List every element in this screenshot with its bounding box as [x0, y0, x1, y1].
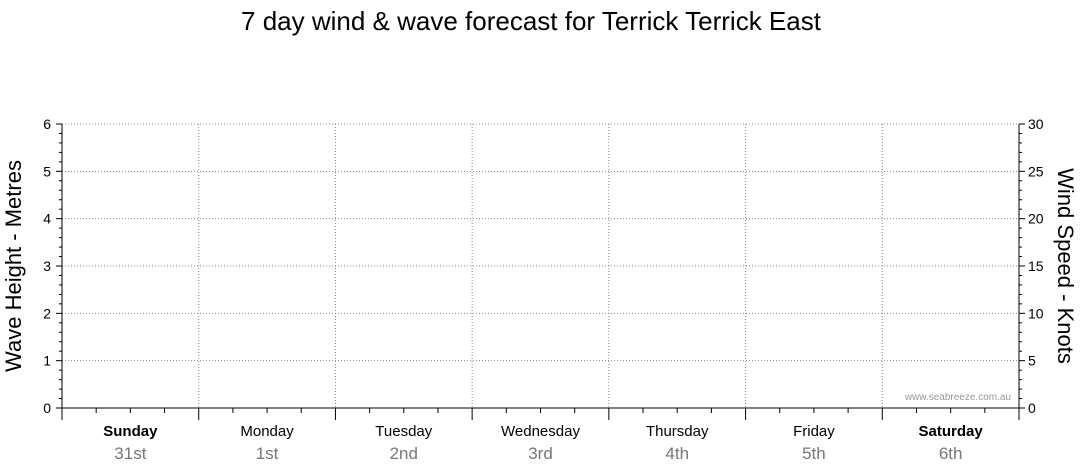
day-name-label: Thursday [646, 423, 709, 440]
day-date-label: 3rd [528, 444, 553, 463]
day-name-label: Friday [793, 423, 835, 440]
y-left-axis-label: Wave Height - Metres [1, 160, 26, 372]
right-tick-label: 15 [1028, 258, 1044, 274]
day-date-label: 1st [256, 444, 279, 463]
right-tick-label: 20 [1028, 211, 1044, 227]
right-tick-label: 5 [1028, 353, 1036, 369]
y-right-axis-label: Wind Speed - Knots [1053, 168, 1078, 364]
left-tick-label: 1 [43, 353, 51, 369]
left-tick-label: 3 [43, 258, 51, 274]
day-date-label: 31st [114, 444, 146, 463]
right-tick-label: 0 [1028, 400, 1036, 416]
left-tick-label: 0 [43, 400, 51, 416]
watermark: www.seabreeze.com.au [904, 392, 1011, 403]
axes [61, 124, 1020, 420]
right-tick-label: 25 [1028, 163, 1044, 179]
day-date-label: 2nd [390, 444, 418, 463]
left-axis-ticks: 0 1 2 3 4 5 6 [43, 116, 62, 416]
day-date-label: 4th [665, 444, 689, 463]
day-labels: Sunday 31st Monday 1st Tuesday 2nd Wednesday 3r… [103, 423, 983, 463]
left-tick-label: 4 [43, 211, 51, 227]
day-date-label: 5th [802, 444, 826, 463]
left-tick-label: 2 [43, 305, 51, 321]
right-tick-label: 30 [1028, 116, 1044, 132]
day-name-label: Saturday [919, 423, 984, 440]
day-name-label: Wednesday [501, 423, 580, 440]
left-tick-label: 6 [43, 116, 51, 132]
day-date-label: 6th [939, 444, 963, 463]
day-name-label: Tuesday [375, 423, 432, 440]
day-name-label: Monday [240, 423, 294, 440]
right-axis-ticks: 0 5 10 15 20 25 30 [1019, 116, 1044, 416]
left-tick-label: 5 [43, 163, 51, 179]
grid [62, 123, 1019, 408]
chart-title: 7 day wind & wave forecast for Terrick T… [241, 6, 822, 36]
right-tick-label: 10 [1028, 305, 1044, 321]
day-name-label: Sunday [103, 423, 158, 440]
